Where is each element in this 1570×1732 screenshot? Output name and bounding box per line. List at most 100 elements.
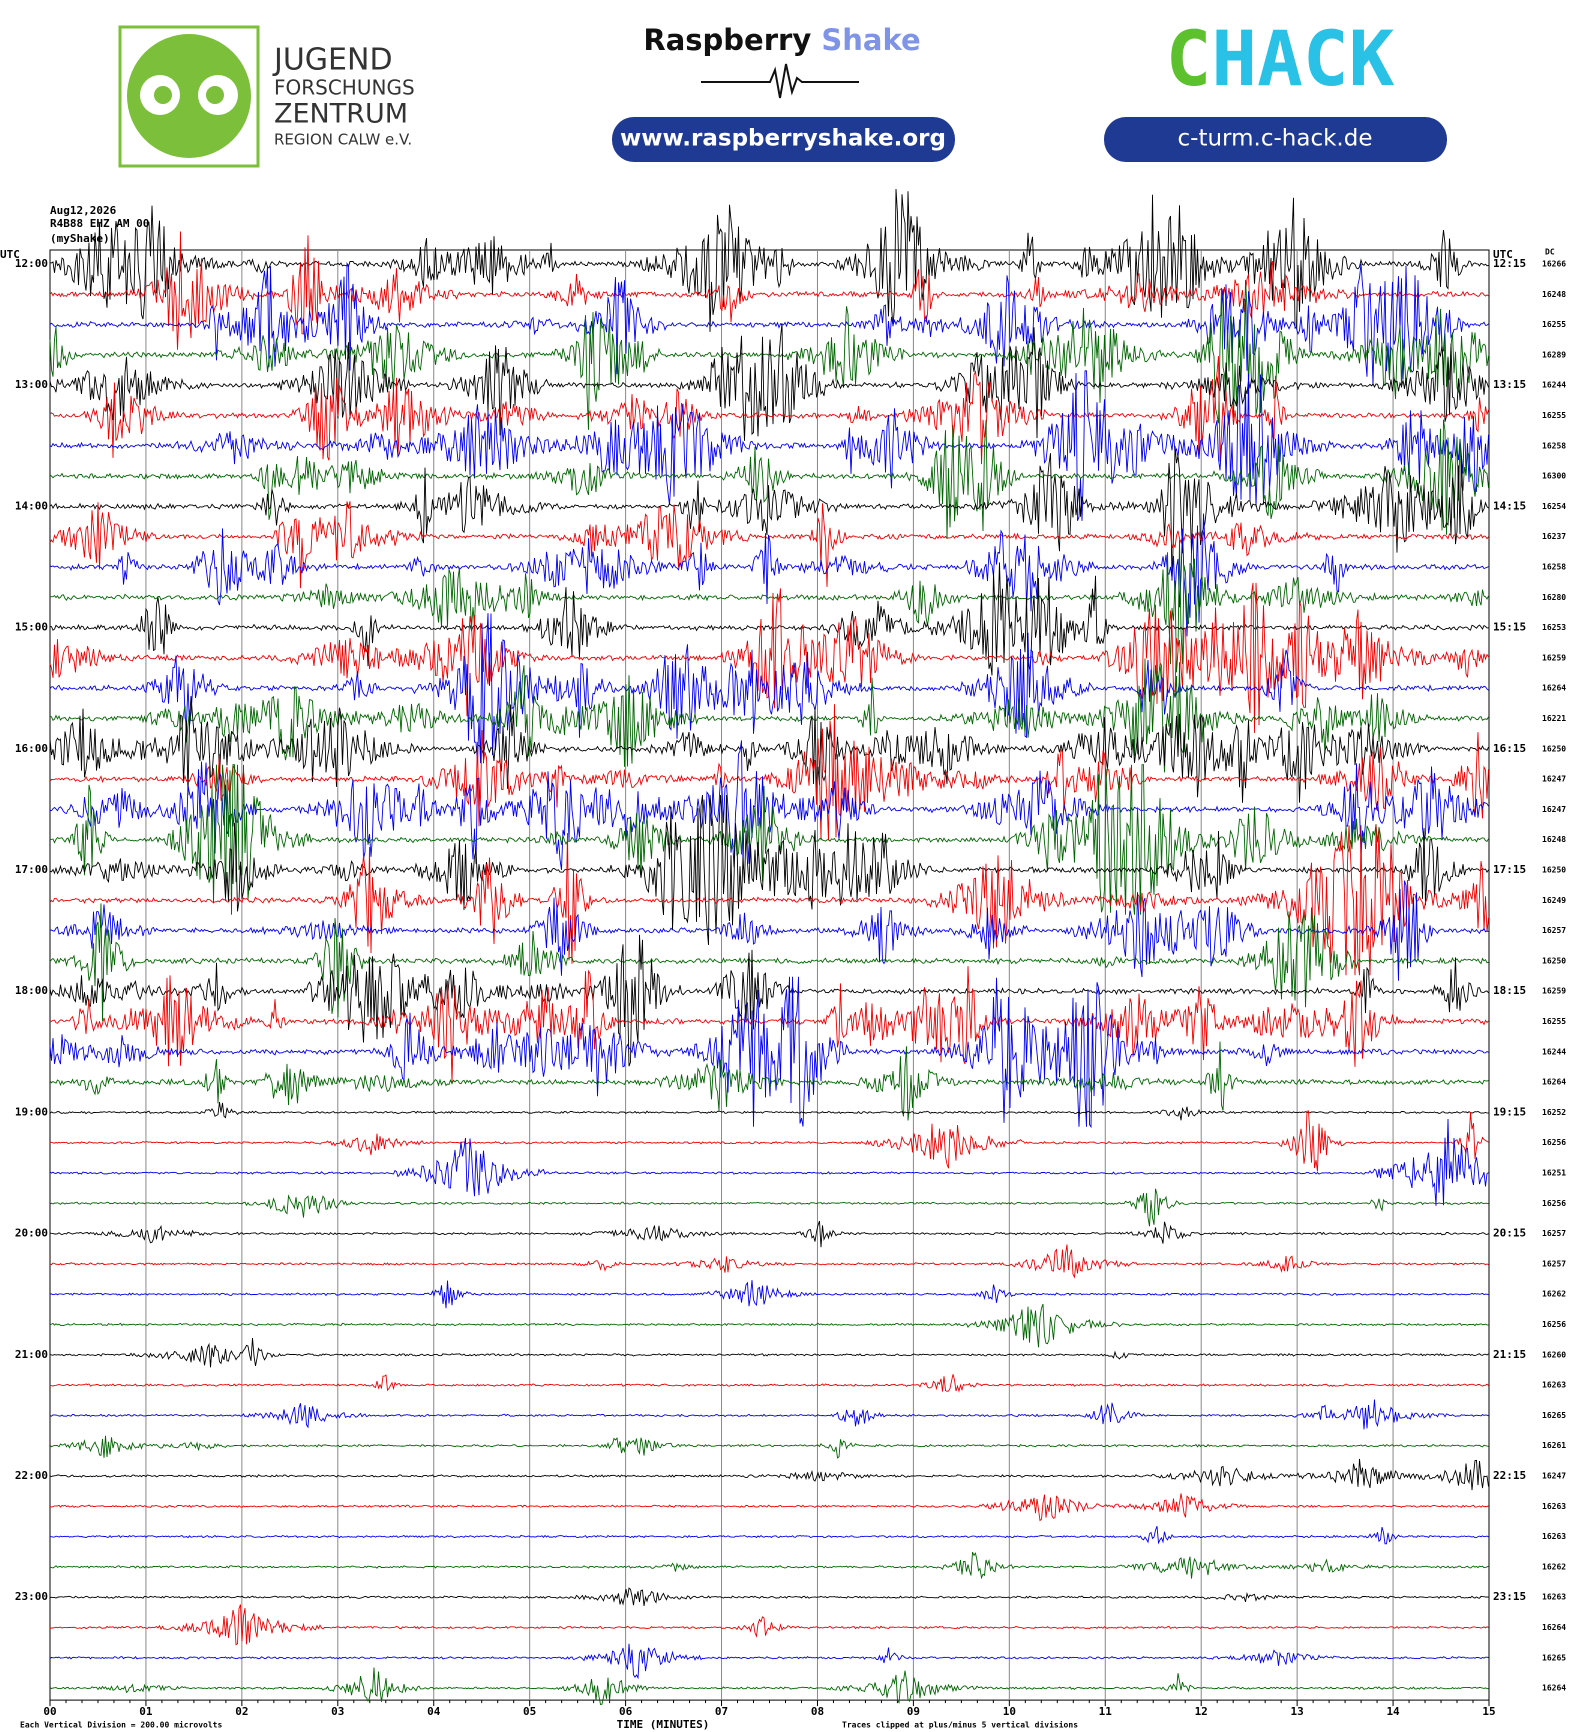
dc-value: 16257 <box>1542 1259 1566 1268</box>
dc-value: 16266 <box>1542 260 1566 269</box>
chack-url: c-turm.c-hack.de <box>1178 126 1373 152</box>
dc-value: 16247 <box>1542 1472 1566 1481</box>
row-label-right: 16:15 <box>1493 742 1526 755</box>
x-tick-label: 12 <box>1195 1705 1208 1718</box>
trace <box>50 1110 1489 1172</box>
jfz-owl <box>127 34 251 158</box>
dc-value: 16237 <box>1542 532 1566 541</box>
chack-c: C <box>1166 14 1212 103</box>
row-label-left: 12:00 <box>15 257 48 270</box>
utc-left: UTC <box>0 248 20 261</box>
dc-value: 16264 <box>1542 1623 1566 1632</box>
row-label-left: 14:00 <box>15 499 48 512</box>
owner: (myShake) <box>50 232 110 245</box>
dc-value: 16264 <box>1542 1684 1566 1693</box>
trace <box>49 903 1489 1022</box>
trace <box>49 1188 1489 1227</box>
dc-value: 16257 <box>1542 1229 1566 1238</box>
dc-value: 16250 <box>1542 744 1566 753</box>
trace <box>49 1280 1489 1309</box>
trace <box>49 1435 1489 1459</box>
trace <box>49 1399 1489 1430</box>
dc-value: 16264 <box>1542 684 1566 693</box>
dc-value: 16263 <box>1542 1532 1566 1541</box>
jfz-pupil <box>154 86 172 104</box>
row-label-right: 17:15 <box>1493 863 1526 876</box>
trace <box>49 1337 1489 1368</box>
trace <box>50 1374 1489 1393</box>
dc-value: 16255 <box>1542 320 1566 329</box>
trace <box>49 740 1489 870</box>
dc-value: 16248 <box>1542 290 1566 299</box>
row-label-left: 15:00 <box>15 621 48 634</box>
trace <box>49 539 1489 673</box>
dc-value: 16247 <box>1542 805 1566 814</box>
dc-value: 16265 <box>1542 1411 1566 1420</box>
x-tick-label: 09 <box>907 1705 920 1718</box>
trace <box>50 1526 1489 1545</box>
rs-url: www.raspberryshake.org <box>620 126 946 152</box>
x-tick-label: 10 <box>1003 1705 1016 1718</box>
rs-pill <box>612 117 955 162</box>
trace <box>49 966 1489 1083</box>
dc-value: 16221 <box>1542 714 1566 723</box>
dc-value: 16265 <box>1542 1653 1566 1662</box>
x-tick-label: 06 <box>619 1705 633 1718</box>
trace <box>49 1604 1489 1646</box>
dc-value: 16259 <box>1542 987 1566 996</box>
row-label-left: 22:00 <box>15 1469 48 1482</box>
x-tick-label: 13 <box>1291 1705 1304 1718</box>
scale-note: Each Vertical Division = 200.00 microvol… <box>20 1720 222 1730</box>
chack-logo: CHACK <box>1166 14 1395 103</box>
trace <box>49 1643 1489 1680</box>
dc-value: 16260 <box>1542 1350 1566 1359</box>
trace <box>49 513 1489 637</box>
row-label-left: 20:00 <box>15 1227 48 1240</box>
row-label-right: 15:15 <box>1493 621 1526 634</box>
rs-brand: Raspberry Shake <box>643 23 920 57</box>
dc-value: 16262 <box>1542 1562 1566 1571</box>
station: R4B88 EHZ AM 00 <box>50 217 149 230</box>
trace <box>49 188 1489 332</box>
x-tick-label: 00 <box>43 1705 56 1718</box>
row-label-right: 14:15 <box>1493 499 1526 512</box>
dc-value: 16255 <box>1542 411 1566 420</box>
clip-note: Traces clipped at plus/minus 5 vertical … <box>842 1720 1078 1730</box>
dc-value: 16289 <box>1542 350 1566 359</box>
trace <box>49 1041 1489 1121</box>
jfz-frame <box>118 25 260 168</box>
date: Aug12,2026 <box>50 204 117 217</box>
jfz-text: FORSCHUNGS <box>274 76 415 100</box>
rs-brand-2: Shake <box>821 23 920 57</box>
dc-value: 16263 <box>1542 1381 1566 1390</box>
row-label-left: 18:00 <box>15 984 48 997</box>
x-tick-label: 15 <box>1482 1705 1495 1718</box>
row-label-left: 17:00 <box>15 863 48 876</box>
jfz-text: REGION CALW e.V. <box>274 131 412 149</box>
utc-right: UTC <box>1493 248 1513 261</box>
x-tick-label: 08 <box>811 1705 824 1718</box>
dc-value: 16257 <box>1542 926 1566 935</box>
x-label: TIME (MINUTES) <box>617 1718 710 1731</box>
dc-value: 16250 <box>1542 956 1566 965</box>
dc-value: 16256 <box>1542 1199 1566 1208</box>
dc-value: 16244 <box>1542 1047 1566 1056</box>
trace <box>49 976 1489 1129</box>
trace <box>49 1118 1489 1206</box>
dc-value: 16252 <box>1542 1108 1566 1117</box>
x-tick-label: 03 <box>331 1705 344 1718</box>
trace <box>49 658 1489 773</box>
trace <box>49 695 1489 803</box>
dc-value: 16249 <box>1542 896 1566 905</box>
dc-header: DC <box>1545 248 1555 257</box>
row-label-left: 13:00 <box>15 378 48 391</box>
trace <box>49 934 1489 1067</box>
chack-pill <box>1104 117 1447 162</box>
dc-value: 16258 <box>1542 441 1566 450</box>
dc-value: 16248 <box>1542 835 1566 844</box>
trace <box>49 1551 1489 1580</box>
trace <box>49 1458 1489 1491</box>
x-tick-label: 11 <box>1099 1705 1113 1718</box>
